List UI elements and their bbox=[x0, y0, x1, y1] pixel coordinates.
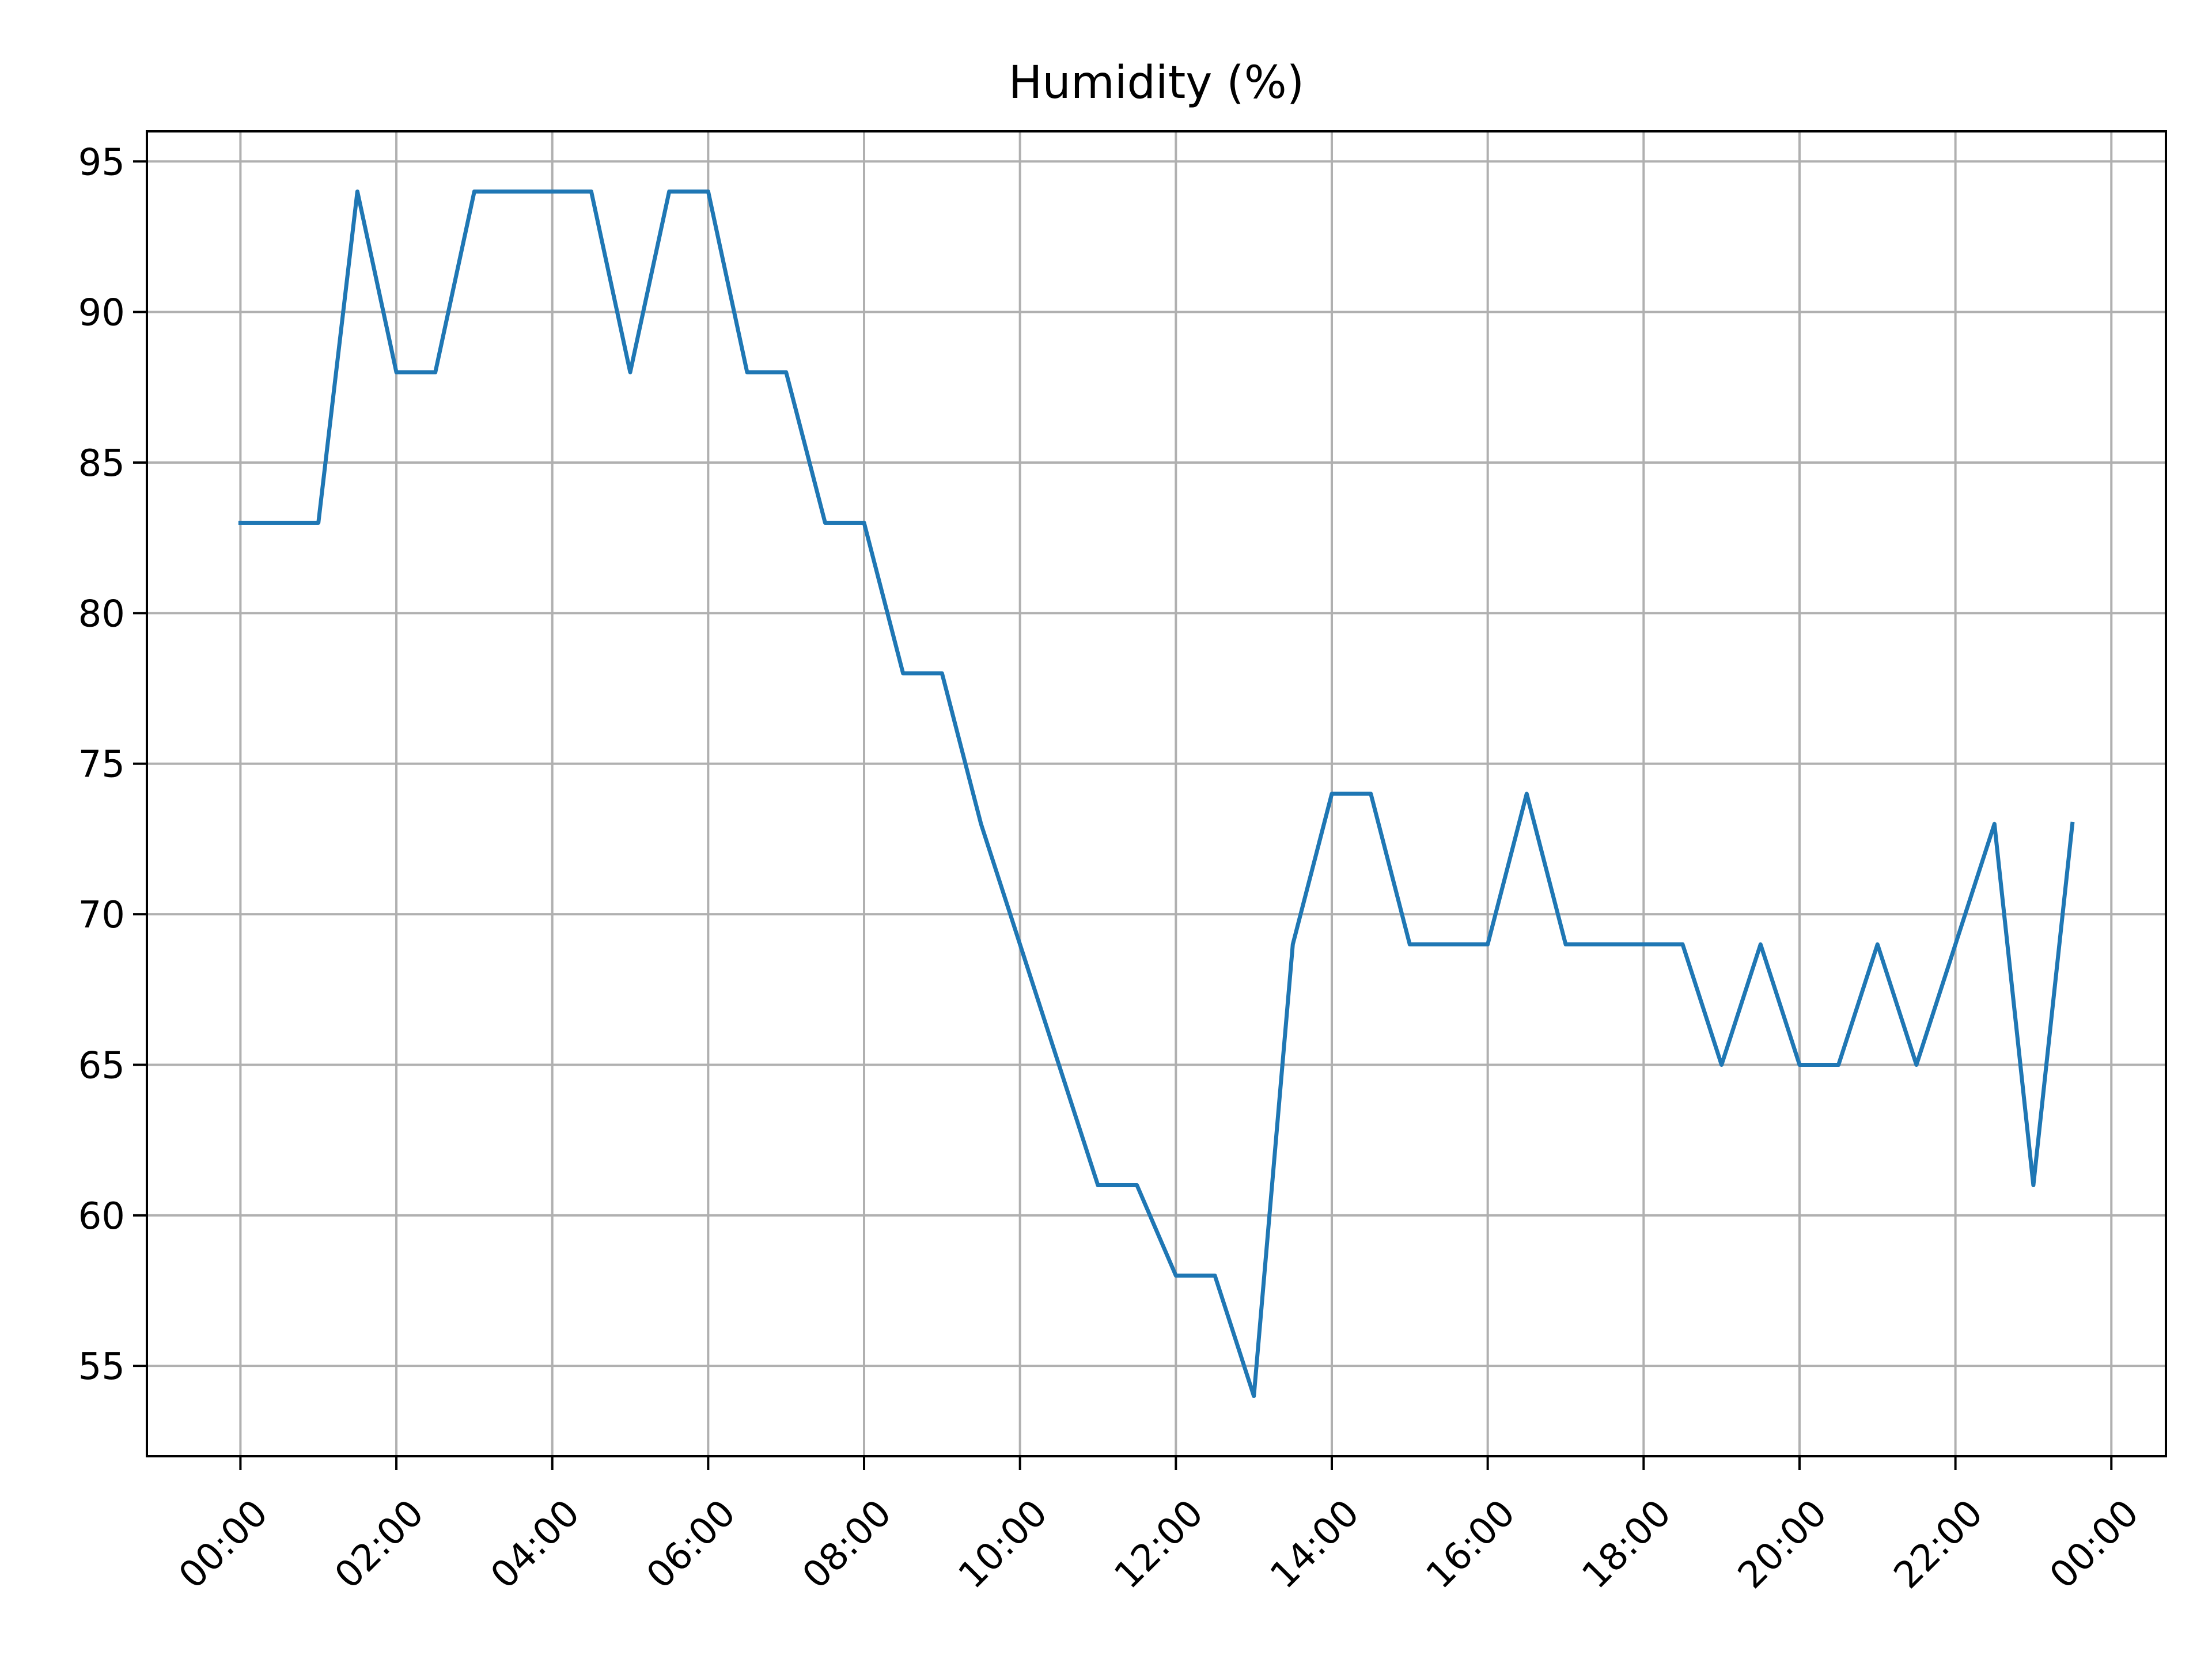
y-tick-label: 90 bbox=[78, 292, 125, 335]
plot-frame bbox=[146, 130, 2167, 1457]
y-tick-label: 95 bbox=[78, 141, 125, 184]
y-ticks: 55 60 65 70 75 80 85 90 95 bbox=[78, 141, 147, 1388]
y-tick-label: 80 bbox=[78, 593, 125, 635]
y-tick-label: 60 bbox=[78, 1195, 125, 1238]
y-tick-label: 55 bbox=[78, 1346, 125, 1388]
y-tick-label: 65 bbox=[78, 1044, 125, 1087]
y-tick-label: 75 bbox=[78, 744, 125, 786]
y-tick-label: 85 bbox=[78, 442, 125, 485]
x-gridlines bbox=[239, 131, 2113, 1456]
y-gridlines bbox=[147, 160, 2166, 1368]
chart-title: Humidity (%) bbox=[1009, 57, 1304, 109]
humidity-line bbox=[238, 190, 2075, 1398]
y-tick-label: 70 bbox=[78, 894, 125, 937]
series-layer bbox=[238, 190, 2075, 1398]
